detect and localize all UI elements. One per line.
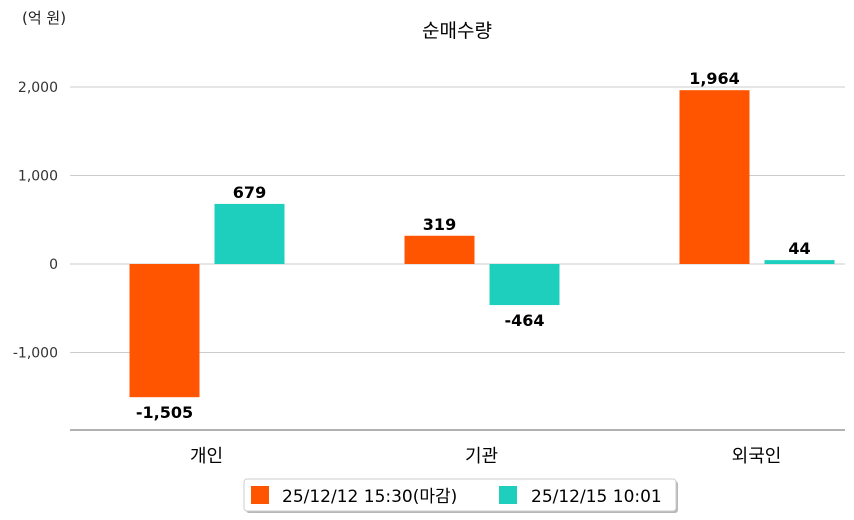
legend: 25/12/12 15:30(마감) 25/12/15 10:01 bbox=[243, 478, 678, 513]
data-label: 319 bbox=[423, 215, 456, 234]
bar-2-외국인 bbox=[764, 260, 835, 264]
y-tick-label: -1,000 bbox=[13, 346, 58, 362]
legend-swatch-series-2 bbox=[499, 486, 517, 504]
data-label: -464 bbox=[504, 311, 544, 330]
x-category-label: 기관 bbox=[465, 446, 498, 467]
bar-2-기관 bbox=[489, 264, 560, 306]
bar-1-외국인 bbox=[679, 90, 750, 264]
legend-swatch-series-1 bbox=[251, 486, 269, 504]
data-label: 1,964 bbox=[689, 69, 740, 88]
bar-2-개인 bbox=[214, 203, 285, 264]
unit-label: (억 원) bbox=[22, 9, 66, 27]
x-category-label: 개인 bbox=[190, 446, 223, 467]
x-category-label: 외국인 bbox=[732, 446, 782, 467]
y-tick-label: 2,000 bbox=[18, 80, 58, 96]
bar-1-개인 bbox=[129, 264, 200, 398]
data-label: -1,505 bbox=[136, 403, 193, 422]
data-label: 679 bbox=[233, 183, 266, 202]
y-tick-label: 1,000 bbox=[18, 169, 58, 185]
y-tick-label: 0 bbox=[49, 257, 58, 273]
bar-1-기관 bbox=[404, 235, 475, 264]
chart-title: 순매수량 bbox=[422, 20, 492, 42]
legend-label-series-2: 25/12/15 10:01 bbox=[531, 487, 662, 507]
data-label: 44 bbox=[788, 239, 810, 258]
legend-label-series-1: 25/12/12 15:30(마감) bbox=[282, 487, 457, 507]
